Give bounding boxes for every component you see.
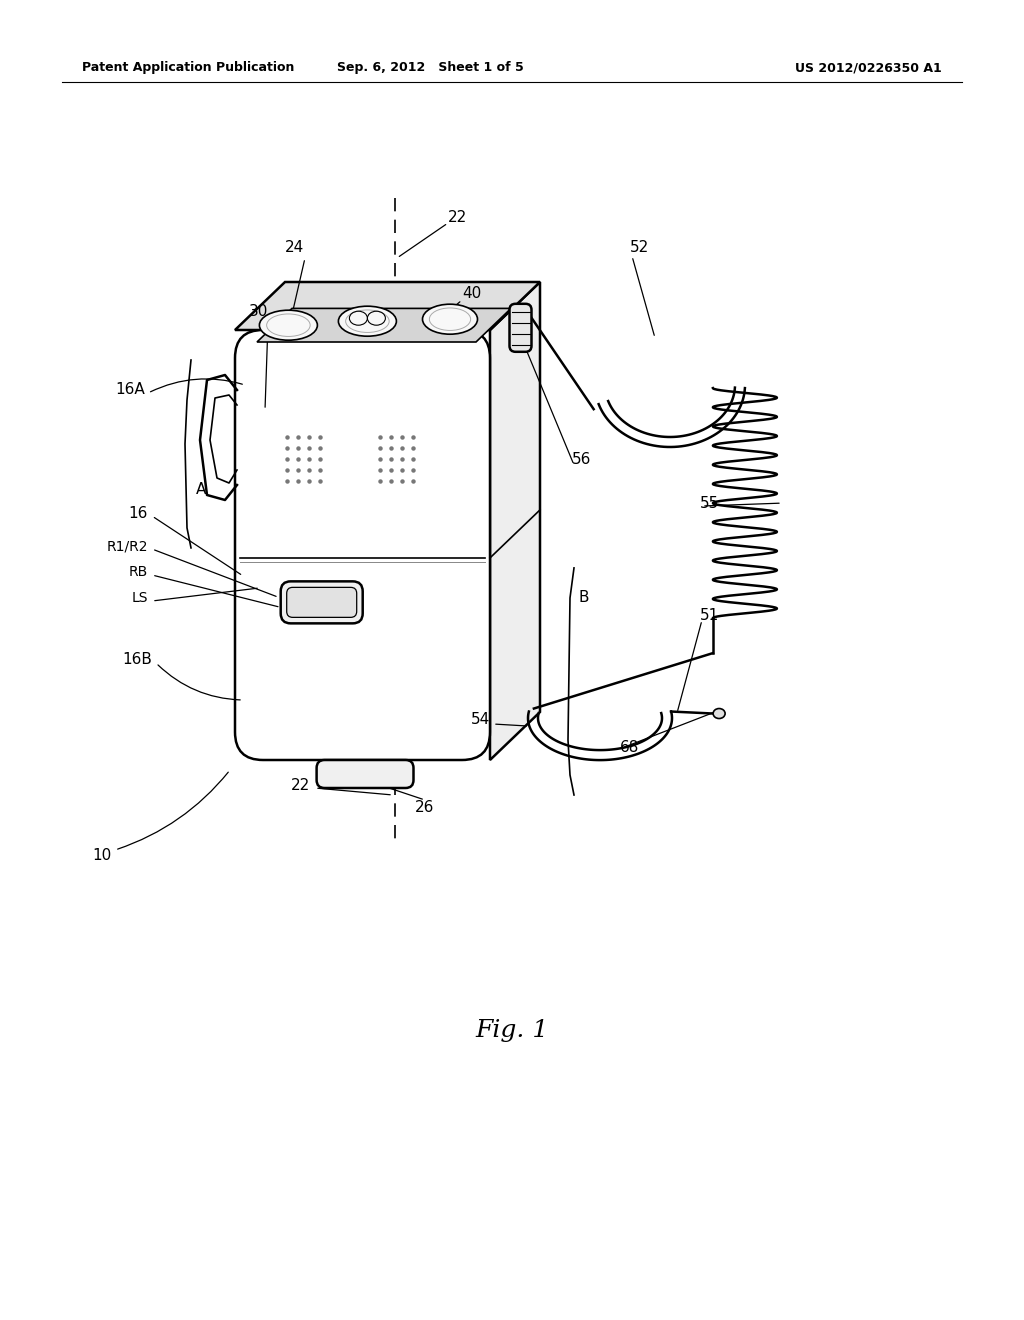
- Text: 10: 10: [92, 847, 112, 862]
- Text: US 2012/0226350 A1: US 2012/0226350 A1: [796, 62, 942, 74]
- Text: 22: 22: [291, 777, 310, 792]
- Ellipse shape: [338, 306, 396, 337]
- Text: Fig. 1: Fig. 1: [475, 1019, 549, 1041]
- Ellipse shape: [423, 304, 477, 334]
- FancyBboxPatch shape: [234, 330, 490, 760]
- FancyBboxPatch shape: [281, 581, 362, 623]
- Text: A: A: [196, 483, 207, 498]
- Text: B: B: [578, 590, 589, 606]
- Text: 54: 54: [471, 713, 490, 727]
- Polygon shape: [234, 282, 540, 330]
- Text: 24: 24: [286, 240, 304, 256]
- Text: R1/R2: R1/R2: [106, 539, 148, 553]
- Text: Sep. 6, 2012   Sheet 1 of 5: Sep. 6, 2012 Sheet 1 of 5: [337, 62, 523, 74]
- Text: 16B: 16B: [122, 652, 152, 668]
- Text: 55: 55: [700, 495, 719, 511]
- Text: 51: 51: [700, 607, 719, 623]
- Text: LS: LS: [131, 591, 148, 605]
- Text: RB: RB: [129, 565, 148, 579]
- Text: 30: 30: [248, 305, 267, 319]
- Text: 16A: 16A: [116, 383, 145, 397]
- Text: 26: 26: [416, 800, 434, 816]
- Text: 52: 52: [630, 240, 649, 256]
- Text: Patent Application Publication: Patent Application Publication: [82, 62, 294, 74]
- FancyBboxPatch shape: [316, 760, 414, 788]
- FancyBboxPatch shape: [510, 304, 531, 352]
- Ellipse shape: [713, 709, 725, 718]
- FancyBboxPatch shape: [287, 587, 356, 618]
- Ellipse shape: [259, 310, 317, 341]
- Text: 68: 68: [620, 741, 639, 755]
- Polygon shape: [257, 309, 511, 342]
- Polygon shape: [490, 282, 540, 760]
- Text: 22: 22: [449, 210, 467, 226]
- Text: 16: 16: [129, 506, 148, 520]
- Text: 56: 56: [572, 453, 592, 467]
- Text: 40: 40: [462, 285, 481, 301]
